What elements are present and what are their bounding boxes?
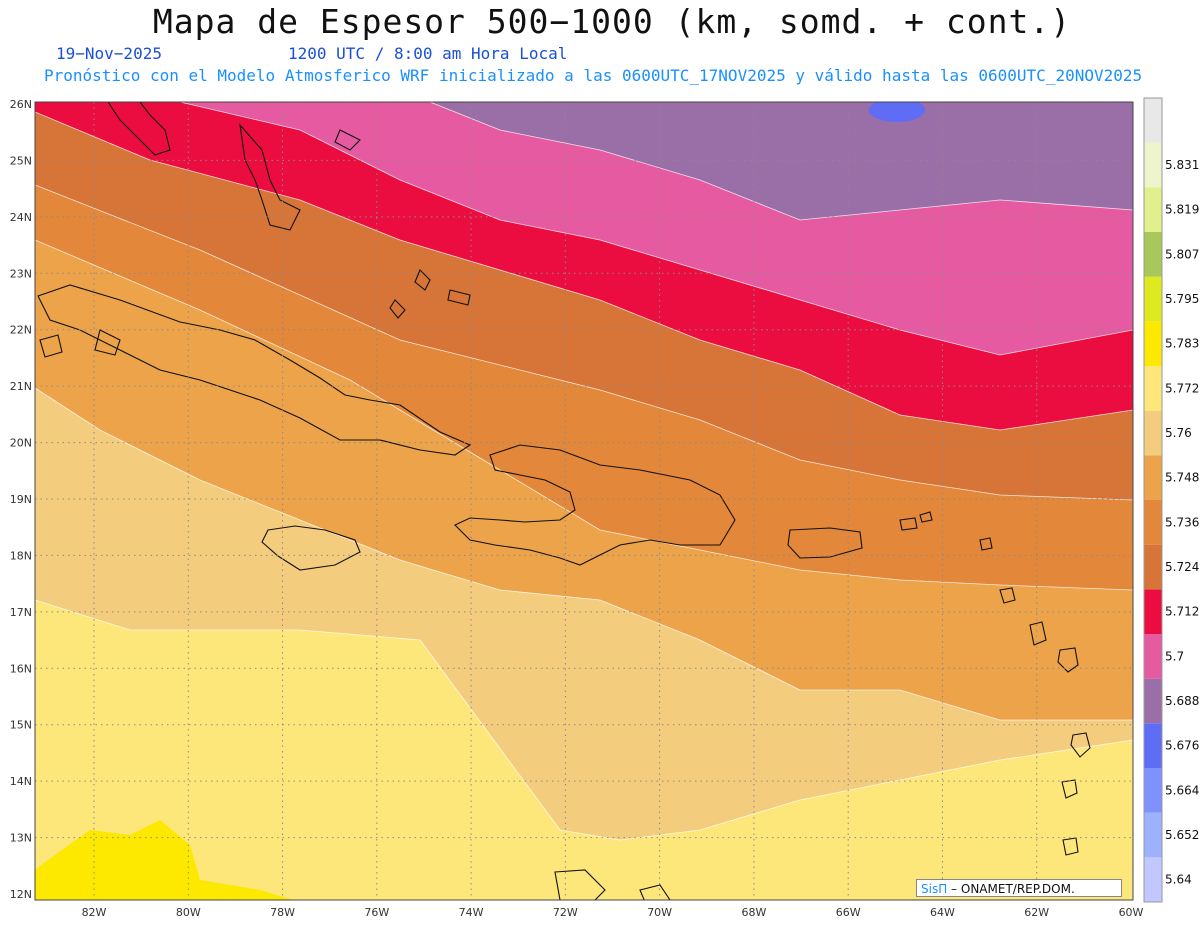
colorbar-swatch: [1144, 768, 1162, 813]
colorbar-label: 5.831: [1165, 158, 1199, 172]
model-info: Pronóstico con el Modelo Atmosferico WRF…: [44, 66, 1143, 85]
lon-tick-label: 64W: [930, 906, 955, 919]
lat-tick-label: 25N: [10, 154, 32, 167]
lat-tick-label: 18N: [10, 549, 32, 562]
latitude-labels: 26N 25N 24N 23N 22N 21N 20N 19N 18N 17N 16N 15N 14N 1…: [10, 98, 32, 901]
lat-tick-label: 12N: [10, 888, 32, 901]
lat-tick-label: 13N: [10, 832, 32, 845]
colorbar-label: 5.819: [1165, 203, 1199, 217]
lon-tick-label: 72W: [553, 906, 578, 919]
colorbar-swatch: [1144, 366, 1162, 411]
lat-tick-label: 22N: [10, 324, 32, 337]
lon-tick-label: 68W: [741, 906, 766, 919]
colorbar-label: 5.76: [1165, 426, 1192, 440]
forecast-time: 1200 UTC / 8:00 am Hora Local: [288, 44, 568, 63]
coastlines: [37, 102, 1091, 900]
map-title: Mapa de Espesor 500−1000 (km, somd. + co…: [152, 2, 1072, 41]
lon-tick-label: 80W: [176, 906, 201, 919]
forecast-date: 19−Nov−2025: [56, 44, 162, 63]
credit-separator: –: [947, 882, 961, 896]
colorbar-swatch: [1144, 98, 1162, 143]
colorbar-label: 5.736: [1165, 515, 1199, 529]
plot-border: [34, 101, 1134, 901]
lat-tick-label: 24N: [10, 211, 32, 224]
lat-tick-label: 23N: [10, 267, 32, 280]
lon-tick-label: 62W: [1024, 906, 1049, 919]
band-5688: [430, 102, 1133, 220]
lon-tick-label: 82W: [82, 906, 107, 919]
lat-tick-label: 17N: [10, 606, 32, 619]
colorbar-label: 5.688: [1165, 694, 1199, 708]
colorbar-label: 5.652: [1165, 828, 1199, 842]
colorbar-swatch: [1144, 276, 1162, 322]
contour-fill: [35, 102, 1133, 900]
colorbar-swatch: [1144, 187, 1162, 232]
colorbar-swatch: [1144, 544, 1162, 590]
colorbar-label: 5.807: [1165, 247, 1199, 261]
grid-lines: [35, 102, 1133, 900]
colorbar: 5.64 5.652 5.664 5.676 5.688 5.7 5.712 5.724 5.7…: [1143, 97, 1199, 903]
colorbar-swatch: [1144, 142, 1162, 188]
lon-tick-label: 70W: [647, 906, 672, 919]
lat-tick-label: 14N: [10, 775, 32, 788]
colorbar-label: 5.724: [1165, 560, 1199, 574]
lat-tick-label: 16N: [10, 662, 32, 675]
longitude-labels: 82W 80W 78W 76W 74W 72W 70W 68W 66W 64W 62W 60W: [82, 906, 1144, 919]
credit-brand: SisΠ: [921, 882, 948, 896]
lon-tick-label: 76W: [364, 906, 389, 919]
colorbar-label: 5.748: [1165, 471, 1199, 485]
band-5783: [35, 820, 294, 900]
lat-tick-label: 21N: [10, 380, 32, 393]
lon-tick-label: 74W: [459, 906, 484, 919]
colorbar-label: 5.772: [1165, 381, 1199, 395]
credit-box: SisΠ – ONAMET/REP.DOM.: [916, 879, 1122, 897]
colorbar-swatch: [1144, 723, 1162, 768]
colorbar-border: [1143, 97, 1163, 903]
colorbar-label: 5.712: [1165, 605, 1199, 619]
credit-org: ONAMET/REP.DOM.: [960, 882, 1075, 896]
colorbar-swatch: [1144, 857, 1162, 902]
colorbar-label: 5.783: [1165, 337, 1199, 351]
colorbar-label: 5.7: [1165, 649, 1184, 663]
lat-tick-label: 15N: [10, 719, 32, 732]
colorbar-label: 5.676: [1165, 739, 1199, 753]
colorbar-swatch: [1144, 500, 1162, 545]
colorbar-label: 5.64: [1165, 873, 1192, 887]
lon-tick-label: 78W: [270, 906, 295, 919]
lon-tick-label: 60W: [1119, 906, 1144, 919]
colorbar-label: 5.664: [1165, 783, 1199, 797]
colorbar-label: 5.795: [1165, 292, 1199, 306]
lat-tick-label: 19N: [10, 493, 32, 506]
lat-tick-label: 26N: [10, 98, 32, 111]
colorbar-swatch: [1144, 410, 1162, 456]
colorbar-swatch: [1144, 678, 1162, 724]
band-5676: [869, 102, 925, 122]
colorbar-swatch: [1144, 232, 1162, 277]
colorbar-swatch: [1144, 634, 1162, 679]
colorbar-swatch: [1144, 589, 1162, 634]
lat-tick-label: 20N: [10, 437, 32, 450]
lon-tick-label: 66W: [836, 906, 861, 919]
colorbar-swatch: [1144, 321, 1162, 366]
colorbar-swatch: [1144, 812, 1162, 858]
colorbar-swatch: [1144, 455, 1162, 500]
